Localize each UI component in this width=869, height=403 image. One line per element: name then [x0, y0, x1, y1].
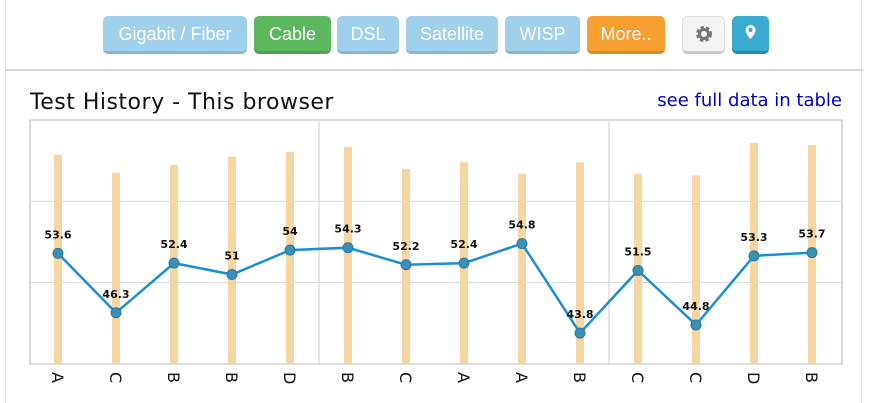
button[interactable]: Satellite [406, 16, 498, 54]
point [574, 327, 586, 339]
x-tick-label: B [222, 372, 241, 383]
bar [692, 175, 700, 364]
x-tick-label: B [164, 372, 183, 383]
point [168, 257, 180, 269]
data-label: 54.3 [334, 223, 361, 236]
button[interactable]: More.. [587, 16, 665, 54]
point [400, 259, 412, 271]
point [632, 264, 644, 276]
point [52, 247, 64, 259]
x-tick-label: A [454, 372, 473, 383]
x-tick-label: B [802, 372, 821, 383]
frame [5, 0, 862, 403]
line [57, 242, 813, 336]
data-label: 51 [224, 250, 239, 263]
location-button[interactable] [732, 16, 769, 54]
bar [286, 151, 294, 364]
x-tick-label: C [686, 372, 705, 383]
point [342, 242, 354, 254]
x-tick-label: D [280, 372, 299, 384]
bar [518, 173, 526, 364]
table-link[interactable]: see full data in table [657, 90, 842, 111]
settings-button[interactable] [682, 16, 725, 54]
pin-icon [745, 25, 756, 39]
bar [112, 172, 120, 364]
bar [54, 154, 62, 364]
button[interactable]: WISP [505, 16, 580, 54]
data-label: 46.3 [102, 288, 129, 301]
data-label: 51.5 [624, 245, 651, 258]
button[interactable]: Cable [254, 16, 331, 54]
x-tick-label: D [744, 372, 763, 384]
x-tick-label: B [570, 372, 589, 383]
data-label: 54.8 [508, 219, 535, 232]
data-label: 52.4 [160, 238, 187, 251]
bar [344, 146, 352, 364]
data-label: 53.3 [740, 231, 767, 244]
bar [576, 162, 584, 364]
point [110, 307, 122, 319]
plot-frame [29, 119, 843, 365]
separator [5, 69, 863, 71]
x-tick-label: C [628, 372, 647, 383]
data-label: 43.8 [566, 308, 593, 321]
data-label: 53.6 [44, 228, 71, 241]
data-label: 54 [282, 225, 298, 238]
button[interactable]: DSL [337, 16, 399, 54]
point [806, 247, 818, 259]
point [516, 238, 528, 250]
point [458, 257, 470, 269]
button[interactable]: Gigabit / Fiber [103, 16, 247, 54]
data-label: 52.4 [450, 238, 477, 251]
x-tick-label: A [512, 372, 531, 383]
point [226, 269, 238, 281]
point [284, 244, 296, 256]
x-tick-label: A [48, 372, 67, 383]
point [690, 319, 702, 331]
x-tick-label: B [338, 372, 357, 383]
x-tick-label: C [106, 372, 125, 383]
gear-icon [696, 26, 712, 42]
data-label: 44.8 [682, 300, 709, 313]
chart-title: Test History - This browser [30, 90, 334, 115]
point [748, 250, 760, 262]
bar [228, 156, 236, 364]
data-label: 53.7 [798, 228, 825, 241]
x-tick-label: C [396, 372, 415, 383]
data-label: 52.2 [392, 240, 419, 253]
